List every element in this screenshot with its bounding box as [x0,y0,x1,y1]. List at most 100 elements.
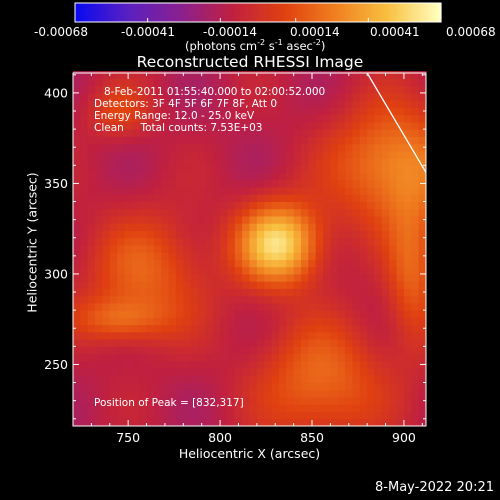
heatmap-cell [175,165,184,174]
colorbar-segment [438,3,442,22]
heatmap-cell [109,411,118,420]
heatmap-cell [80,216,89,224]
heatmap-cell [117,129,125,137]
heatmap-cell [300,114,309,123]
heatmap-cell [271,411,280,420]
colorbar-segment [306,3,310,22]
colorbar-segment [201,3,205,22]
heatmap-cell [418,404,427,413]
heatmap-cell [403,223,412,231]
colorbar-segment [330,3,334,22]
heatmap-cell [403,194,412,203]
heatmap-cell [220,216,228,224]
heatmap-cell [153,418,162,427]
heatmap-cell [227,259,236,268]
heatmap-cell [168,121,177,130]
heatmap-cell [330,331,339,340]
heatmap-cell [190,85,199,94]
heatmap-cell [374,324,383,333]
heatmap-cell [352,201,361,210]
heatmap-cell [381,411,390,420]
colorbar-segment [210,3,214,22]
heatmap-cell [286,331,295,340]
heatmap-cell [80,375,89,384]
heatmap-cell [153,223,162,231]
heatmap-cell [345,273,353,282]
heatmap-cell [87,216,96,224]
heatmap-cell [330,404,339,413]
heatmap-cell [278,223,287,231]
heatmap-cell [73,281,81,289]
heatmap-cell [183,165,192,174]
heatmap-cell [220,389,228,398]
colorbar-segment [303,3,307,22]
heatmap-cell [190,375,199,384]
heatmap-cell [153,368,162,376]
heatmap-cell [146,317,155,326]
heatmap-cell [293,165,302,174]
heatmap-cell [359,259,368,268]
heatmap-cell [102,382,111,391]
heatmap-cell [352,331,361,340]
heatmap-cell [73,208,81,217]
heatmap-cell [102,411,111,420]
heatmap-cell [293,244,302,253]
heatmap-cell [286,368,295,376]
heatmap-cell [153,273,162,282]
heatmap-cell [359,237,368,246]
heatmap-cell [249,179,258,188]
heatmap-cell [124,382,133,391]
heatmap-cell [264,143,273,152]
heatmap-cell [227,360,236,369]
heatmap-cell [161,201,170,210]
heatmap-cell [227,281,236,289]
heatmap-cell [234,158,243,166]
heatmap-cell [124,78,133,87]
heatmap-cell [190,411,199,420]
heatmap-cell [300,331,309,340]
heatmap-cell [198,310,206,318]
heatmap-cell [117,418,125,427]
heatmap-cell [381,194,390,203]
heatmap-cell [345,389,353,398]
heatmap-cell [131,331,140,340]
heatmap-cell [139,230,148,239]
heatmap-cell [139,281,148,289]
heatmap-cell [323,216,331,224]
heatmap-cell [183,339,192,347]
heatmap-cell [95,375,103,384]
x-tick-label: 750 [116,430,140,445]
heatmap-cell [308,411,317,420]
heatmap-cell [374,172,383,181]
heatmap-cell [234,179,243,188]
colorbar-segment [411,3,415,22]
heatmap-cell [264,230,273,239]
heatmap-cell [198,121,206,130]
heatmap-cell [73,346,81,355]
colorbar-segment [162,3,166,22]
heatmap-cell [359,150,368,159]
heatmap-cell [73,121,81,130]
heatmap-cell [418,136,427,145]
heatmap-cell [80,179,89,188]
colorbar-segment [354,3,358,22]
heatmap-cell [95,194,103,203]
heatmap-cell [87,237,96,246]
heatmap-cell [323,208,331,217]
heatmap-cell [183,71,192,79]
heatmap-cell [139,216,148,224]
heatmap-cell [234,114,243,123]
heatmap-cell [271,302,280,311]
heatmap-cell [403,244,412,253]
heatmap-cell [131,172,140,181]
heatmap-cell [109,360,118,369]
heatmap-cell [308,259,317,268]
heatmap-cell [146,129,155,137]
heatmap-cell [308,266,317,275]
heatmap-cell [183,92,192,101]
heatmap-cell [278,418,287,427]
heatmap-cell [124,339,133,347]
heatmap-cell [271,339,280,347]
heatmap-cell [359,78,368,87]
heatmap-cell [367,404,376,413]
